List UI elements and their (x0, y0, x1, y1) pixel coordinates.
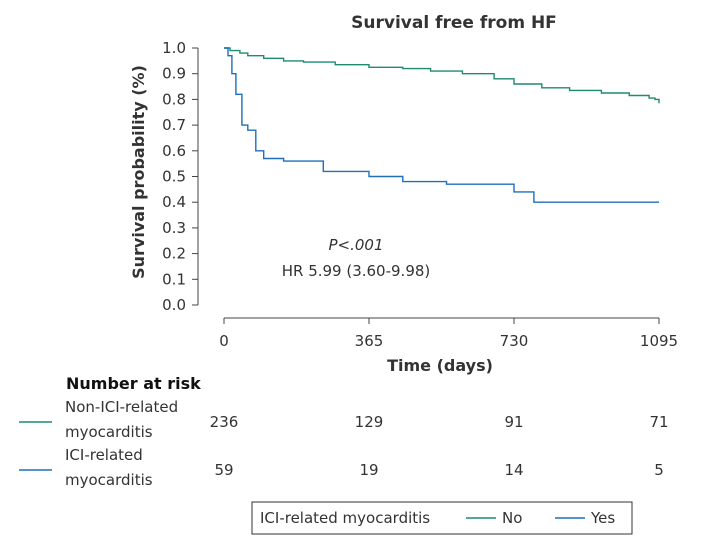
x-tick-label: 365 (355, 332, 384, 350)
x-tick-label: 0 (219, 332, 229, 350)
y-tick-label: 0.9 (162, 65, 186, 83)
y-tick-label: 0.1 (162, 270, 186, 288)
y-tick-label: 0.8 (162, 90, 186, 108)
risk-count: 91 (504, 413, 523, 431)
x-axis-label: Time (days) (387, 356, 493, 375)
survival-curves (224, 47, 660, 203)
y-axis: 0.0 0.1 0.2 0.3 0.4 0.5 0.6 0.7 0.8 0.9 1.0 (162, 39, 199, 314)
y-tick-label: 0.7 (162, 116, 186, 134)
legend: ICI-related myocarditis No Yes (251, 501, 633, 535)
risk-count: 129 (355, 413, 384, 431)
risk-count: 14 (504, 461, 523, 479)
risk-row-label: Non-ICI-related (65, 398, 178, 416)
survival-curve-yes (224, 47, 659, 203)
legend-title: ICI-related myocarditis (260, 509, 430, 527)
y-tick-label: 0.6 (162, 142, 186, 160)
hazard-ratio-annotation: HR 5.99 (3.60-9.98) (282, 262, 431, 280)
risk-table: Non-ICI-related myocarditis 236 129 91 71 ICI-… (19, 398, 669, 489)
survival-curve-no (224, 47, 660, 104)
y-axis-label: Survival probability (%) (129, 65, 148, 279)
risk-row-label: myocarditis (65, 423, 153, 441)
risk-row-label: ICI-related (65, 446, 143, 464)
risk-count: 19 (359, 461, 378, 479)
chart-title: Survival free from HF (351, 13, 557, 33)
risk-count: 71 (649, 413, 668, 431)
legend-label-no: No (502, 509, 522, 527)
y-tick-label: 0.5 (162, 168, 186, 186)
y-tick-label: 0.2 (162, 245, 186, 263)
y-tick-label: 0.0 (162, 296, 186, 314)
legend-label-yes: Yes (590, 509, 615, 527)
risk-count: 5 (654, 461, 664, 479)
risk-count: 59 (214, 461, 233, 479)
x-tick-label: 730 (500, 332, 529, 350)
y-tick-label: 1.0 (162, 39, 186, 57)
p-value-annotation: P<.001 (328, 236, 383, 254)
risk-table-title: Number at risk (66, 374, 201, 393)
risk-count: 236 (210, 413, 239, 431)
y-tick-label: 0.3 (162, 219, 186, 237)
risk-row-label: myocarditis (65, 471, 153, 489)
x-axis: 0 365 730 1095 (219, 317, 678, 350)
x-tick-label: 1095 (640, 332, 678, 350)
y-tick-label: 0.4 (162, 193, 186, 211)
